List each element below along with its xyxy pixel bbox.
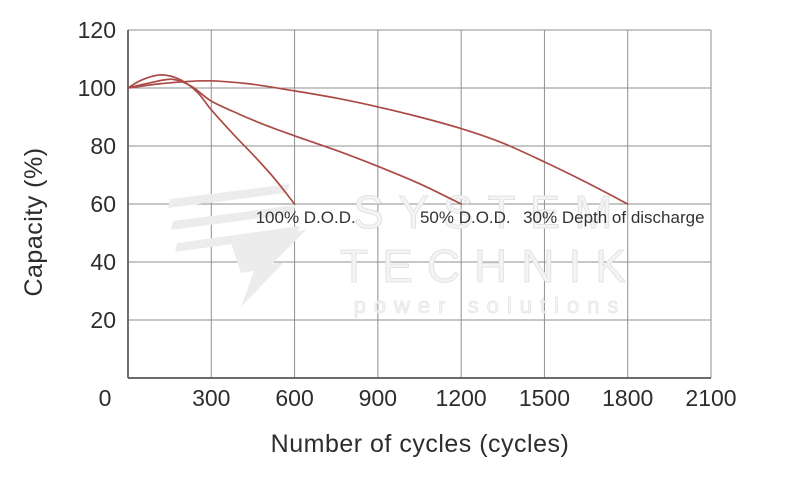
- y-tick-label-120: 120: [78, 17, 116, 43]
- watermark-flash-logo-icon: [168, 184, 306, 307]
- watermark-text-line3: power solutions: [354, 293, 627, 318]
- x-tick-label-0: 0: [99, 385, 112, 411]
- watermark-text-line1: SYSTEM: [353, 186, 626, 238]
- y-tick-label-60: 60: [90, 191, 116, 217]
- gridlines: [128, 29, 712, 378]
- x-axis-title: Number of cycles (cycles): [271, 430, 570, 458]
- watermark: SYSTEM TECHNIK power solutions: [168, 184, 640, 318]
- x-tick-label-1500: 1500: [519, 385, 570, 411]
- curve-30-depth-of-discharge: [127, 79, 629, 205]
- label-30-percent-dod: 30% Depth of discharge: [523, 208, 704, 227]
- label-100-percent-dod: 100% D.O.D.: [256, 208, 356, 227]
- y-axis-title: Capacity (%): [20, 147, 48, 296]
- y-tick-label-100: 100: [78, 75, 116, 101]
- x-tick-label-600: 600: [275, 385, 313, 411]
- y-tick-label-80: 80: [90, 133, 116, 159]
- watermark-text-line2: TECHNIK: [340, 240, 640, 292]
- tick-labels: 0 300 600 900 1200 1500 1800 2100 20 40 60 80 100 120: [78, 17, 737, 411]
- curve-annotations: 100% D.O.D. 50% D.O.D. 30% Depth of disc…: [256, 208, 705, 227]
- label-50-percent-dod: 50% D.O.D.: [420, 208, 511, 227]
- x-tick-label-2100: 2100: [685, 385, 736, 411]
- y-tick-label-40: 40: [90, 249, 116, 275]
- curves: [127, 74, 629, 205]
- curve-50-d-o-d: [127, 78, 462, 205]
- y-tick-label-20: 20: [90, 307, 116, 333]
- x-tick-label-300: 300: [192, 385, 230, 411]
- x-tick-label-1800: 1800: [602, 385, 653, 411]
- curve-100-d-o-d: [127, 74, 296, 205]
- x-tick-label-900: 900: [359, 385, 397, 411]
- x-tick-label-1200: 1200: [436, 385, 487, 411]
